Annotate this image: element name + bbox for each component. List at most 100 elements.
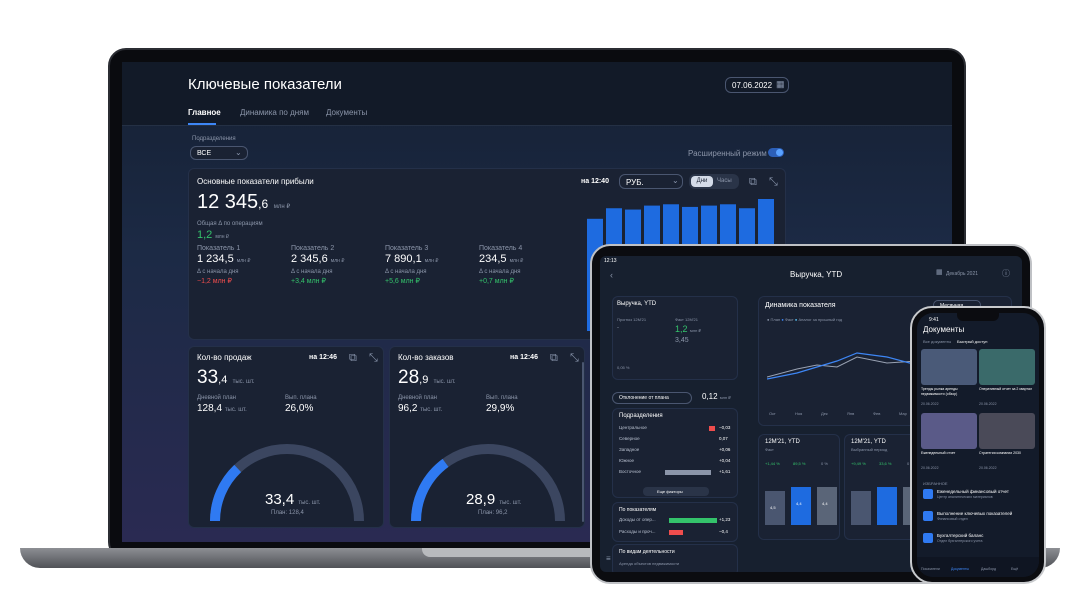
orders-plan-label: Дневной план xyxy=(398,395,437,401)
currency-select[interactable]: РУБ. ⌄ xyxy=(619,174,683,189)
metric-name: Доходы от опер... xyxy=(619,517,656,522)
metric-value: 1 234,5 млн ₽ xyxy=(197,253,250,265)
phone-nav-item[interactable]: Документы xyxy=(951,567,970,571)
metric-bar xyxy=(669,518,717,523)
sales-plan-label: Дневной план xyxy=(197,395,236,401)
yoy-value: 0,05 % xyxy=(617,365,630,370)
division-value: ВСЕ xyxy=(197,150,212,157)
division-bar xyxy=(709,426,715,431)
more-factors-button[interactable]: Еще факторы xyxy=(643,487,709,496)
sales-gauge-value: 33,4 тыс. шт. xyxy=(265,491,320,508)
forecast-label: Прогноз 12М'21 xyxy=(617,317,647,322)
mini1-title: 12М'21, YTD xyxy=(765,439,800,445)
phone-nav-item[interactable]: Показатели xyxy=(921,567,940,571)
division-select[interactable]: ВСЕ ⌄ xyxy=(190,146,248,160)
extended-mode-label: Расширенный режим xyxy=(688,149,767,158)
orders-value: 28,9 тыс. шт. xyxy=(398,367,456,389)
open-external-icon[interactable]: ⧉ xyxy=(349,352,357,364)
favorite-title[interactable]: Бухгалтерский баланс xyxy=(937,533,984,538)
document-thumbnail[interactable] xyxy=(979,349,1035,385)
document-date: 20.06.2022 xyxy=(979,402,997,406)
legend-dot-analog: ● xyxy=(794,317,798,322)
orders-done-label: Вып. плана xyxy=(486,395,518,401)
favorite-sub: Центр аналитических материалов xyxy=(937,495,993,499)
scrollbar[interactable] xyxy=(582,362,584,522)
profit-main-unit: млн ₽ xyxy=(273,204,291,210)
sales-gauge-unit: тыс. шт. xyxy=(298,500,321,506)
document-thumbnail[interactable] xyxy=(979,413,1035,449)
legend-dot-fact: ● xyxy=(781,317,784,322)
revenue-card-title: Выручка, YTD xyxy=(617,301,657,307)
phone-tab-quick[interactable]: Быстрый доступ xyxy=(957,339,988,344)
fact-value-row: 1,2 млн ₽ xyxy=(675,324,701,334)
orders-gauge-unit: тыс. шт. xyxy=(499,500,522,506)
favorite-sub: Финансовый отдел xyxy=(937,517,968,521)
tablet-month: Декабрь 2021 xyxy=(946,271,979,277)
metric-number: 1 234,5 xyxy=(197,253,234,265)
tab-documents[interactable]: Документы xyxy=(326,108,368,117)
date-picker[interactable]: 07.06.2022 ▦ xyxy=(725,77,789,93)
sales-plan-unit: тыс. шт. xyxy=(224,407,247,413)
tab-main[interactable]: Главное xyxy=(188,108,221,117)
dynamics-title: Динамика показателя xyxy=(765,302,836,309)
legend-dot-plan: ● xyxy=(767,317,770,322)
phone-screen: 9:41 Документы Все документы Быстрый дос… xyxy=(917,313,1039,577)
month-label: Дек xyxy=(821,411,828,416)
sales-unit: тыс. шт. xyxy=(232,379,255,385)
mini2-v2: 33,6 % xyxy=(879,461,892,466)
divisions-title: Подразделения xyxy=(619,413,663,419)
mini1-bar-2-label: 4,4 xyxy=(796,501,802,506)
sales-gauge xyxy=(210,444,364,522)
favorite-icon xyxy=(923,489,933,499)
document-title: Тренды рынка аренды недвижимости (обзор) xyxy=(921,387,958,396)
back-icon[interactable]: ‹ xyxy=(610,270,613,280)
collapse-icon[interactable]: ⤡ xyxy=(769,176,778,188)
month-label: Ноя xyxy=(795,411,803,416)
metric-name: Показатель 1 xyxy=(197,245,241,252)
menu-icon[interactable]: ≡ xyxy=(606,554,611,563)
activity-item: Аренда объектов недвижимости xyxy=(619,561,680,566)
collapse-icon[interactable]: ⤡ xyxy=(369,352,378,364)
delta-unit: млн ₽ xyxy=(215,234,230,240)
sales-gauge-number: 33,4 xyxy=(265,491,295,508)
mini-card-1: 12М'21, YTD Факт +1,44 % 89,5 % 0 % 4,5 … xyxy=(758,434,840,540)
chevron-down-icon: ⌄ xyxy=(672,176,679,185)
metric-since-label: Δ с начала дня xyxy=(479,269,521,275)
open-external-icon[interactable]: ⧉ xyxy=(749,176,757,188)
orders-plan-value: 96,2 xyxy=(398,403,418,414)
sales-gauge-plan: План: 128,4 xyxy=(271,510,304,516)
favorite-title[interactable]: Выполнение ключевых показателей xyxy=(937,511,1013,516)
division-label: Подразделения xyxy=(192,136,236,142)
metric-name: Показатель 4 xyxy=(479,245,523,252)
toggle-days[interactable]: Дни xyxy=(691,176,713,187)
delta-value-row: 1,2 млн ₽ xyxy=(197,229,229,241)
revenue-card: Выручка, YTD Прогноз 12М'21 - Факт 12М'2… xyxy=(612,296,738,380)
deviation-select[interactable]: Отклонение от плана xyxy=(612,392,692,404)
open-external-icon[interactable]: ⧉ xyxy=(550,352,558,364)
metric-delta: +3,4 млн ₽ xyxy=(291,278,326,285)
info-icon[interactable]: ⓘ xyxy=(1002,269,1010,278)
calendar-icon[interactable]: ▦ xyxy=(936,269,943,276)
month-label: Янв xyxy=(847,411,855,416)
calendar-icon: ▦ xyxy=(776,79,785,89)
metric-unit: млн ₽ xyxy=(330,258,345,264)
favorite-title[interactable]: Еженедельный финансовый отчет xyxy=(937,489,1009,494)
phone-tab-all[interactable]: Все документы xyxy=(923,339,952,344)
document-thumbnail[interactable] xyxy=(921,413,977,449)
profit-title: Основные показатели прибыли xyxy=(197,177,314,186)
phone-nav-item[interactable]: Дашборд xyxy=(981,567,996,571)
fact-sub-value: 3,45 xyxy=(675,337,689,344)
extended-mode-toggle[interactable] xyxy=(768,148,784,157)
tab-active-indicator xyxy=(188,123,216,125)
document-thumbnail[interactable] xyxy=(921,349,977,385)
sales-time: на 12:46 xyxy=(309,354,337,361)
metric-number: 234,5 xyxy=(479,253,507,265)
phone-bottom-nav: Показатели Документы Дашборд Ещё xyxy=(917,557,1039,577)
favorite-icon xyxy=(923,533,933,543)
collapse-icon[interactable]: ⤡ xyxy=(570,352,579,364)
metric-value: 234,5 млн ₽ xyxy=(479,253,523,265)
tab-daily-dynamics[interactable]: Динамика по дням xyxy=(240,108,309,117)
phone-nav-item[interactable]: Ещё xyxy=(1011,567,1019,571)
period-toggle: Дни Часы xyxy=(689,174,739,189)
toggle-hours[interactable]: Часы xyxy=(717,178,732,184)
